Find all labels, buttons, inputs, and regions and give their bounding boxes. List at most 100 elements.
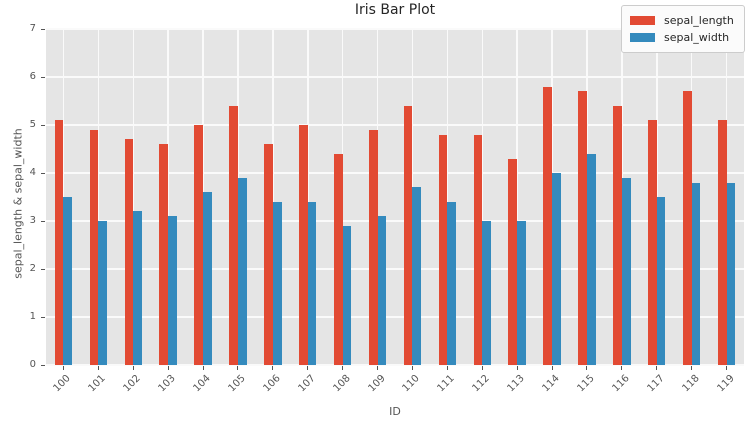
x-tick-mark bbox=[481, 366, 483, 370]
x-gridline bbox=[341, 29, 344, 365]
bar-sepal_width-102 bbox=[133, 211, 142, 365]
bar-sepal_length-104 bbox=[194, 125, 204, 365]
bar-sepal_width-119 bbox=[726, 182, 736, 365]
x-tick-mark bbox=[62, 366, 64, 370]
y-gridline bbox=[46, 172, 744, 174]
x-gridline bbox=[481, 29, 483, 365]
legend: sepal_length sepal_width bbox=[621, 5, 745, 53]
x-tick-mark bbox=[237, 366, 239, 370]
bar-sepal_length-113 bbox=[508, 158, 518, 365]
bar-sepal_width-103 bbox=[168, 216, 177, 365]
x-tick-mark bbox=[656, 366, 658, 370]
x-tick-mark bbox=[586, 366, 588, 370]
x-tick-mark bbox=[411, 366, 413, 370]
x-tick-mark bbox=[97, 366, 99, 370]
bar-sepal_width-105 bbox=[237, 177, 247, 365]
bar-sepal_length-109 bbox=[368, 129, 378, 365]
y-gridline bbox=[46, 316, 744, 318]
x-tick-mark bbox=[167, 366, 169, 370]
sepal-width-swatch-icon bbox=[630, 33, 655, 42]
x-tick-label: 105 bbox=[226, 373, 248, 395]
bar-sepal_length-111 bbox=[438, 134, 448, 365]
x-gridline bbox=[376, 29, 379, 365]
x-gridline bbox=[97, 29, 100, 365]
bar-sepal_width-108 bbox=[342, 225, 352, 365]
x-tick-label: 117 bbox=[645, 373, 667, 395]
bar-sepal_length-112 bbox=[473, 134, 483, 365]
y-tick-label: 4 bbox=[29, 167, 36, 178]
bar-sepal_width-112 bbox=[482, 221, 491, 365]
x-tick-mark bbox=[272, 366, 274, 370]
bar-sepal_length-106 bbox=[264, 144, 273, 365]
bar-sepal_width-104 bbox=[203, 192, 212, 365]
x-tick-label: 113 bbox=[505, 373, 527, 395]
y-tick-label: 0 bbox=[29, 359, 36, 370]
x-gridline bbox=[307, 29, 309, 365]
x-tick-label: 102 bbox=[121, 373, 144, 395]
x-tick-label: 116 bbox=[610, 373, 632, 395]
bar-sepal_width-117 bbox=[656, 197, 666, 365]
x-tick-mark bbox=[307, 366, 309, 370]
bar-sepal_width-116 bbox=[621, 177, 631, 365]
x-tick-label: 106 bbox=[261, 373, 283, 395]
x-tick-label: 119 bbox=[715, 373, 737, 395]
y-tick-mark bbox=[41, 268, 45, 270]
y-tick-mark bbox=[41, 172, 45, 174]
bar-sepal_width-110 bbox=[412, 187, 422, 365]
bar-sepal_width-118 bbox=[691, 182, 701, 365]
y-gridline bbox=[46, 28, 744, 30]
y-gridline bbox=[46, 76, 744, 78]
bar-sepal_width-101 bbox=[98, 221, 108, 365]
bar-sepal_length-119 bbox=[717, 120, 727, 365]
x-tick-mark bbox=[377, 366, 379, 370]
x-tick-mark bbox=[691, 366, 693, 370]
y-tick-label: 1 bbox=[29, 311, 36, 322]
y-tick-mark bbox=[41, 28, 45, 30]
x-tick-mark bbox=[132, 366, 134, 370]
bar-sepal_width-114 bbox=[552, 173, 561, 365]
x-tick-label: 110 bbox=[400, 373, 423, 395]
bar-sepal_width-100 bbox=[63, 197, 73, 365]
x-gridline bbox=[272, 29, 274, 365]
y-tick-mark bbox=[41, 316, 45, 318]
x-tick-mark bbox=[446, 366, 448, 370]
x-tick-mark bbox=[342, 366, 344, 370]
sepal-length-swatch-icon bbox=[630, 16, 655, 25]
plot-area bbox=[46, 28, 744, 366]
x-tick-label: 107 bbox=[296, 373, 318, 395]
x-tick-mark bbox=[551, 366, 553, 370]
bar-sepal_length-108 bbox=[333, 153, 343, 365]
y-gridline bbox=[46, 220, 744, 222]
y-tick-mark bbox=[41, 220, 45, 222]
y-tick-label: 2 bbox=[29, 263, 36, 274]
legend-entry-sepal-length: sepal_length bbox=[630, 12, 736, 29]
bar-sepal_width-107 bbox=[307, 201, 317, 365]
bar-sepal_width-115 bbox=[586, 153, 596, 365]
x-tick-label: 114 bbox=[540, 373, 562, 395]
x-axis-label: ID bbox=[389, 405, 401, 418]
x-tick-label: 109 bbox=[366, 373, 388, 395]
y-gridline bbox=[46, 268, 744, 270]
bar-sepal_length-100 bbox=[54, 120, 64, 365]
bar-sepal_length-107 bbox=[299, 125, 308, 365]
x-tick-mark bbox=[516, 366, 518, 370]
x-gridline bbox=[167, 29, 169, 365]
bar-sepal_length-118 bbox=[682, 91, 692, 365]
x-tick-mark bbox=[202, 366, 204, 370]
bar-sepal_length-103 bbox=[159, 144, 169, 365]
x-gridline bbox=[446, 29, 449, 365]
bar-sepal_length-110 bbox=[403, 105, 413, 365]
y-gridline bbox=[46, 124, 744, 126]
y-tick-mark bbox=[41, 76, 45, 78]
bar-sepal_length-101 bbox=[89, 129, 99, 365]
x-tick-label: 104 bbox=[191, 373, 213, 395]
bar-sepal_length-115 bbox=[578, 91, 587, 365]
bar-sepal_width-109 bbox=[377, 216, 387, 365]
bar-sepal_length-117 bbox=[648, 120, 657, 365]
x-tick-label: 108 bbox=[331, 373, 353, 395]
bar-sepal_width-106 bbox=[272, 201, 282, 365]
x-gridline bbox=[516, 29, 518, 365]
x-tick-label: 100 bbox=[51, 373, 74, 395]
legend-label: sepal_length bbox=[664, 14, 734, 27]
